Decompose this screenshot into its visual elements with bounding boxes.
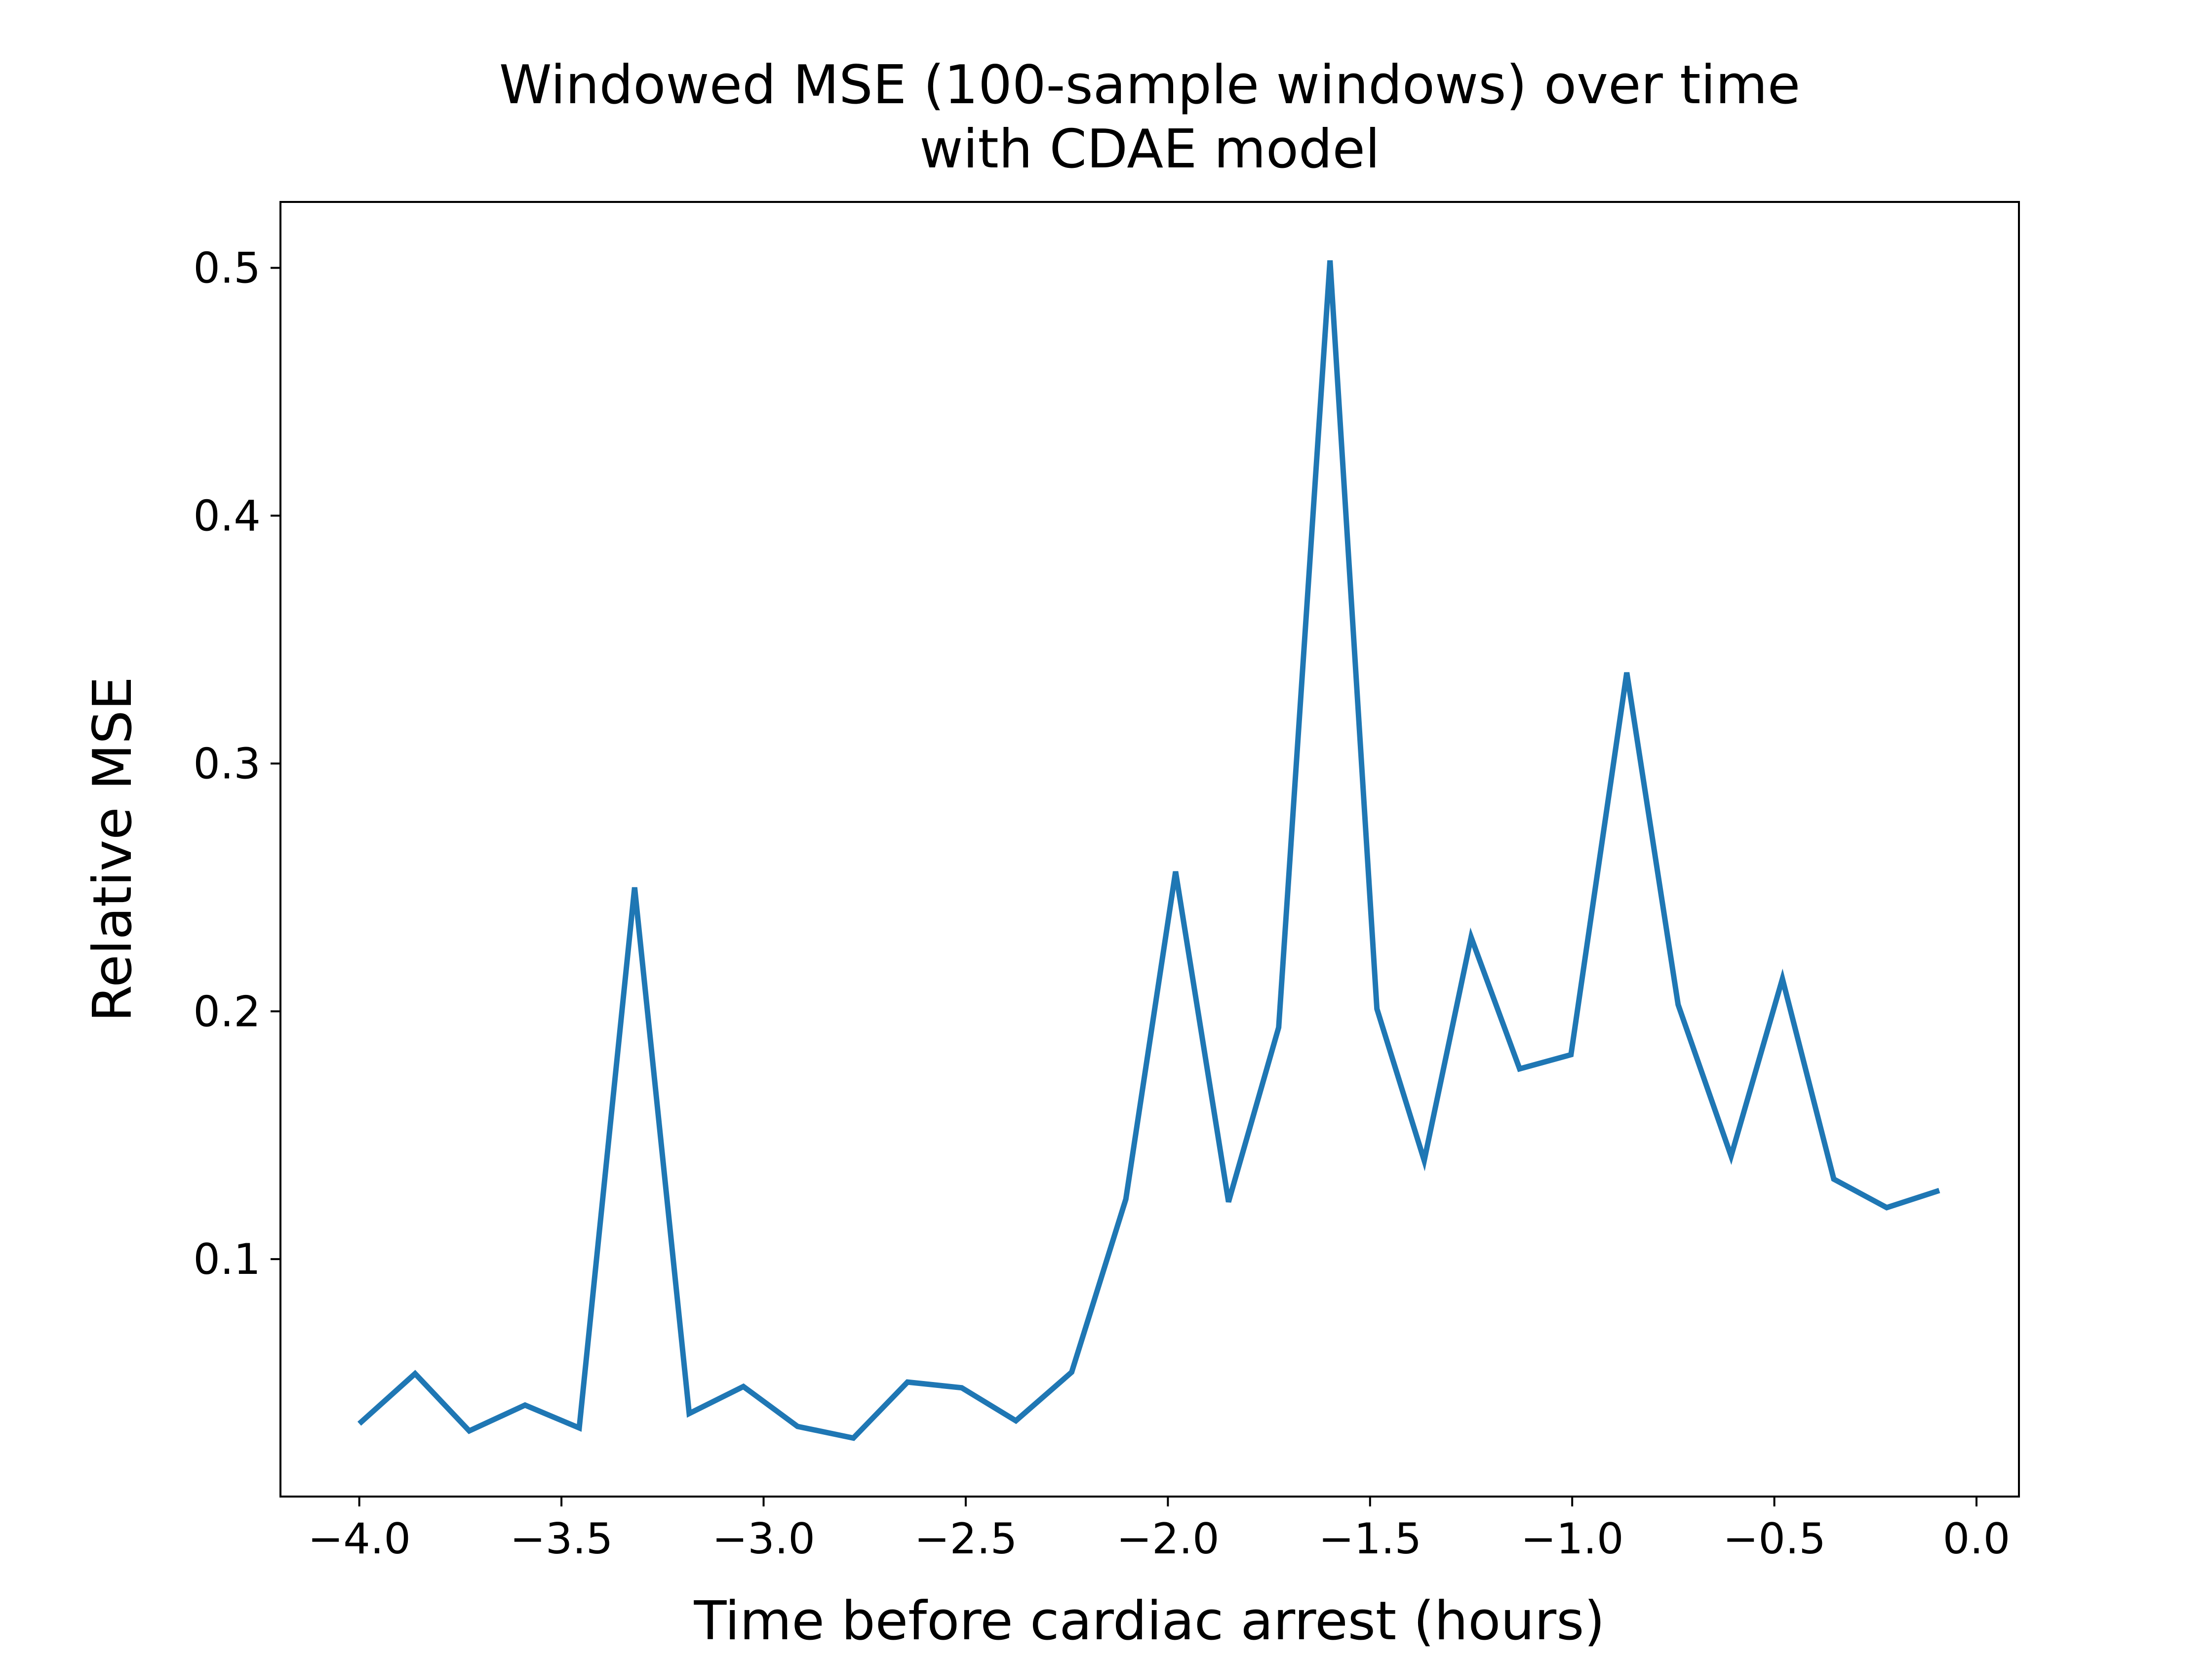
data-line — [357, 260, 1940, 1441]
x-tick-label: −3.0 — [712, 1514, 815, 1564]
y-tick-label: 0.5 — [193, 244, 261, 293]
y-tick-label: 0.1 — [193, 1235, 261, 1284]
x-axis-label: Time before cardiac arrest (hours) — [693, 1590, 1605, 1652]
x-tick-label: −1.0 — [1521, 1514, 1624, 1564]
axes-frame — [279, 201, 2020, 1498]
x-tick-label: −2.5 — [914, 1514, 1018, 1564]
x-tick-label: −0.5 — [1723, 1514, 1826, 1564]
y-axis-label: Relative MSE — [82, 676, 144, 1022]
x-tick-label: −2.0 — [1116, 1514, 1220, 1564]
y-tick-label: 0.3 — [193, 739, 261, 789]
chart-title: Windowed MSE (100-sample windows) over t… — [499, 54, 1801, 180]
x-tick-label: −1.5 — [1318, 1514, 1422, 1564]
x-tick-label: 0.0 — [1943, 1514, 2011, 1564]
x-tick-label: −3.5 — [510, 1514, 613, 1564]
y-tick-label: 0.4 — [193, 491, 261, 541]
y-tick-label: 0.2 — [193, 987, 261, 1036]
x-tick-label: −4.0 — [308, 1514, 411, 1564]
